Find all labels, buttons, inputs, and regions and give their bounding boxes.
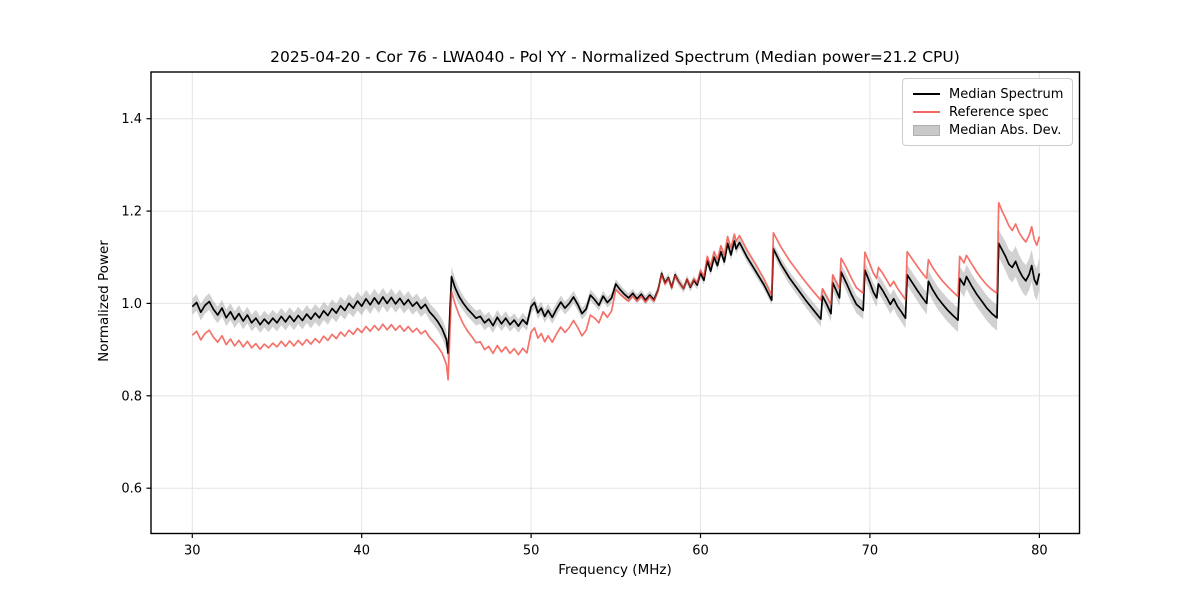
- legend-item-median-abs-dev: Median Abs. Dev.: [913, 122, 1063, 138]
- svg-text:30: 30: [184, 544, 201, 559]
- svg-text:1.0: 1.0: [121, 297, 142, 312]
- chart-title: 2025-04-20 - Cor 76 - LWA040 - Pol YY - …: [270, 48, 960, 66]
- svg-text:80: 80: [1031, 544, 1048, 559]
- median-spectrum-line-swatch: [913, 93, 940, 95]
- legend-item-reference-spec: Reference spec: [913, 104, 1063, 120]
- x-axis-label: Frequency (MHz): [558, 562, 672, 578]
- svg-text:0.8: 0.8: [121, 389, 142, 404]
- svg-text:1.2: 1.2: [121, 205, 142, 220]
- legend-label: Median Abs. Dev.: [949, 122, 1062, 138]
- legend-label: Median Spectrum: [949, 86, 1064, 102]
- svg-text:70: 70: [862, 544, 879, 559]
- median-abs-dev-patch-swatch: [913, 124, 940, 136]
- y-axis-label: Normalized Power: [96, 240, 112, 362]
- svg-text:40: 40: [353, 544, 370, 559]
- legend-label: Reference spec: [949, 104, 1049, 120]
- reference-spec-line-swatch: [913, 111, 940, 113]
- svg-text:0.6: 0.6: [121, 482, 142, 497]
- svg-text:60: 60: [692, 544, 709, 559]
- svg-text:50: 50: [523, 544, 540, 559]
- legend: Median Spectrum Reference spec Median Ab…: [902, 78, 1073, 146]
- svg-text:1.4: 1.4: [121, 112, 142, 127]
- legend-item-median-spectrum: Median Spectrum: [913, 86, 1063, 102]
